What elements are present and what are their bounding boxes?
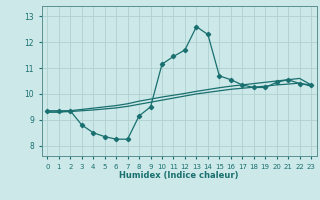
X-axis label: Humidex (Indice chaleur): Humidex (Indice chaleur) <box>119 171 239 180</box>
